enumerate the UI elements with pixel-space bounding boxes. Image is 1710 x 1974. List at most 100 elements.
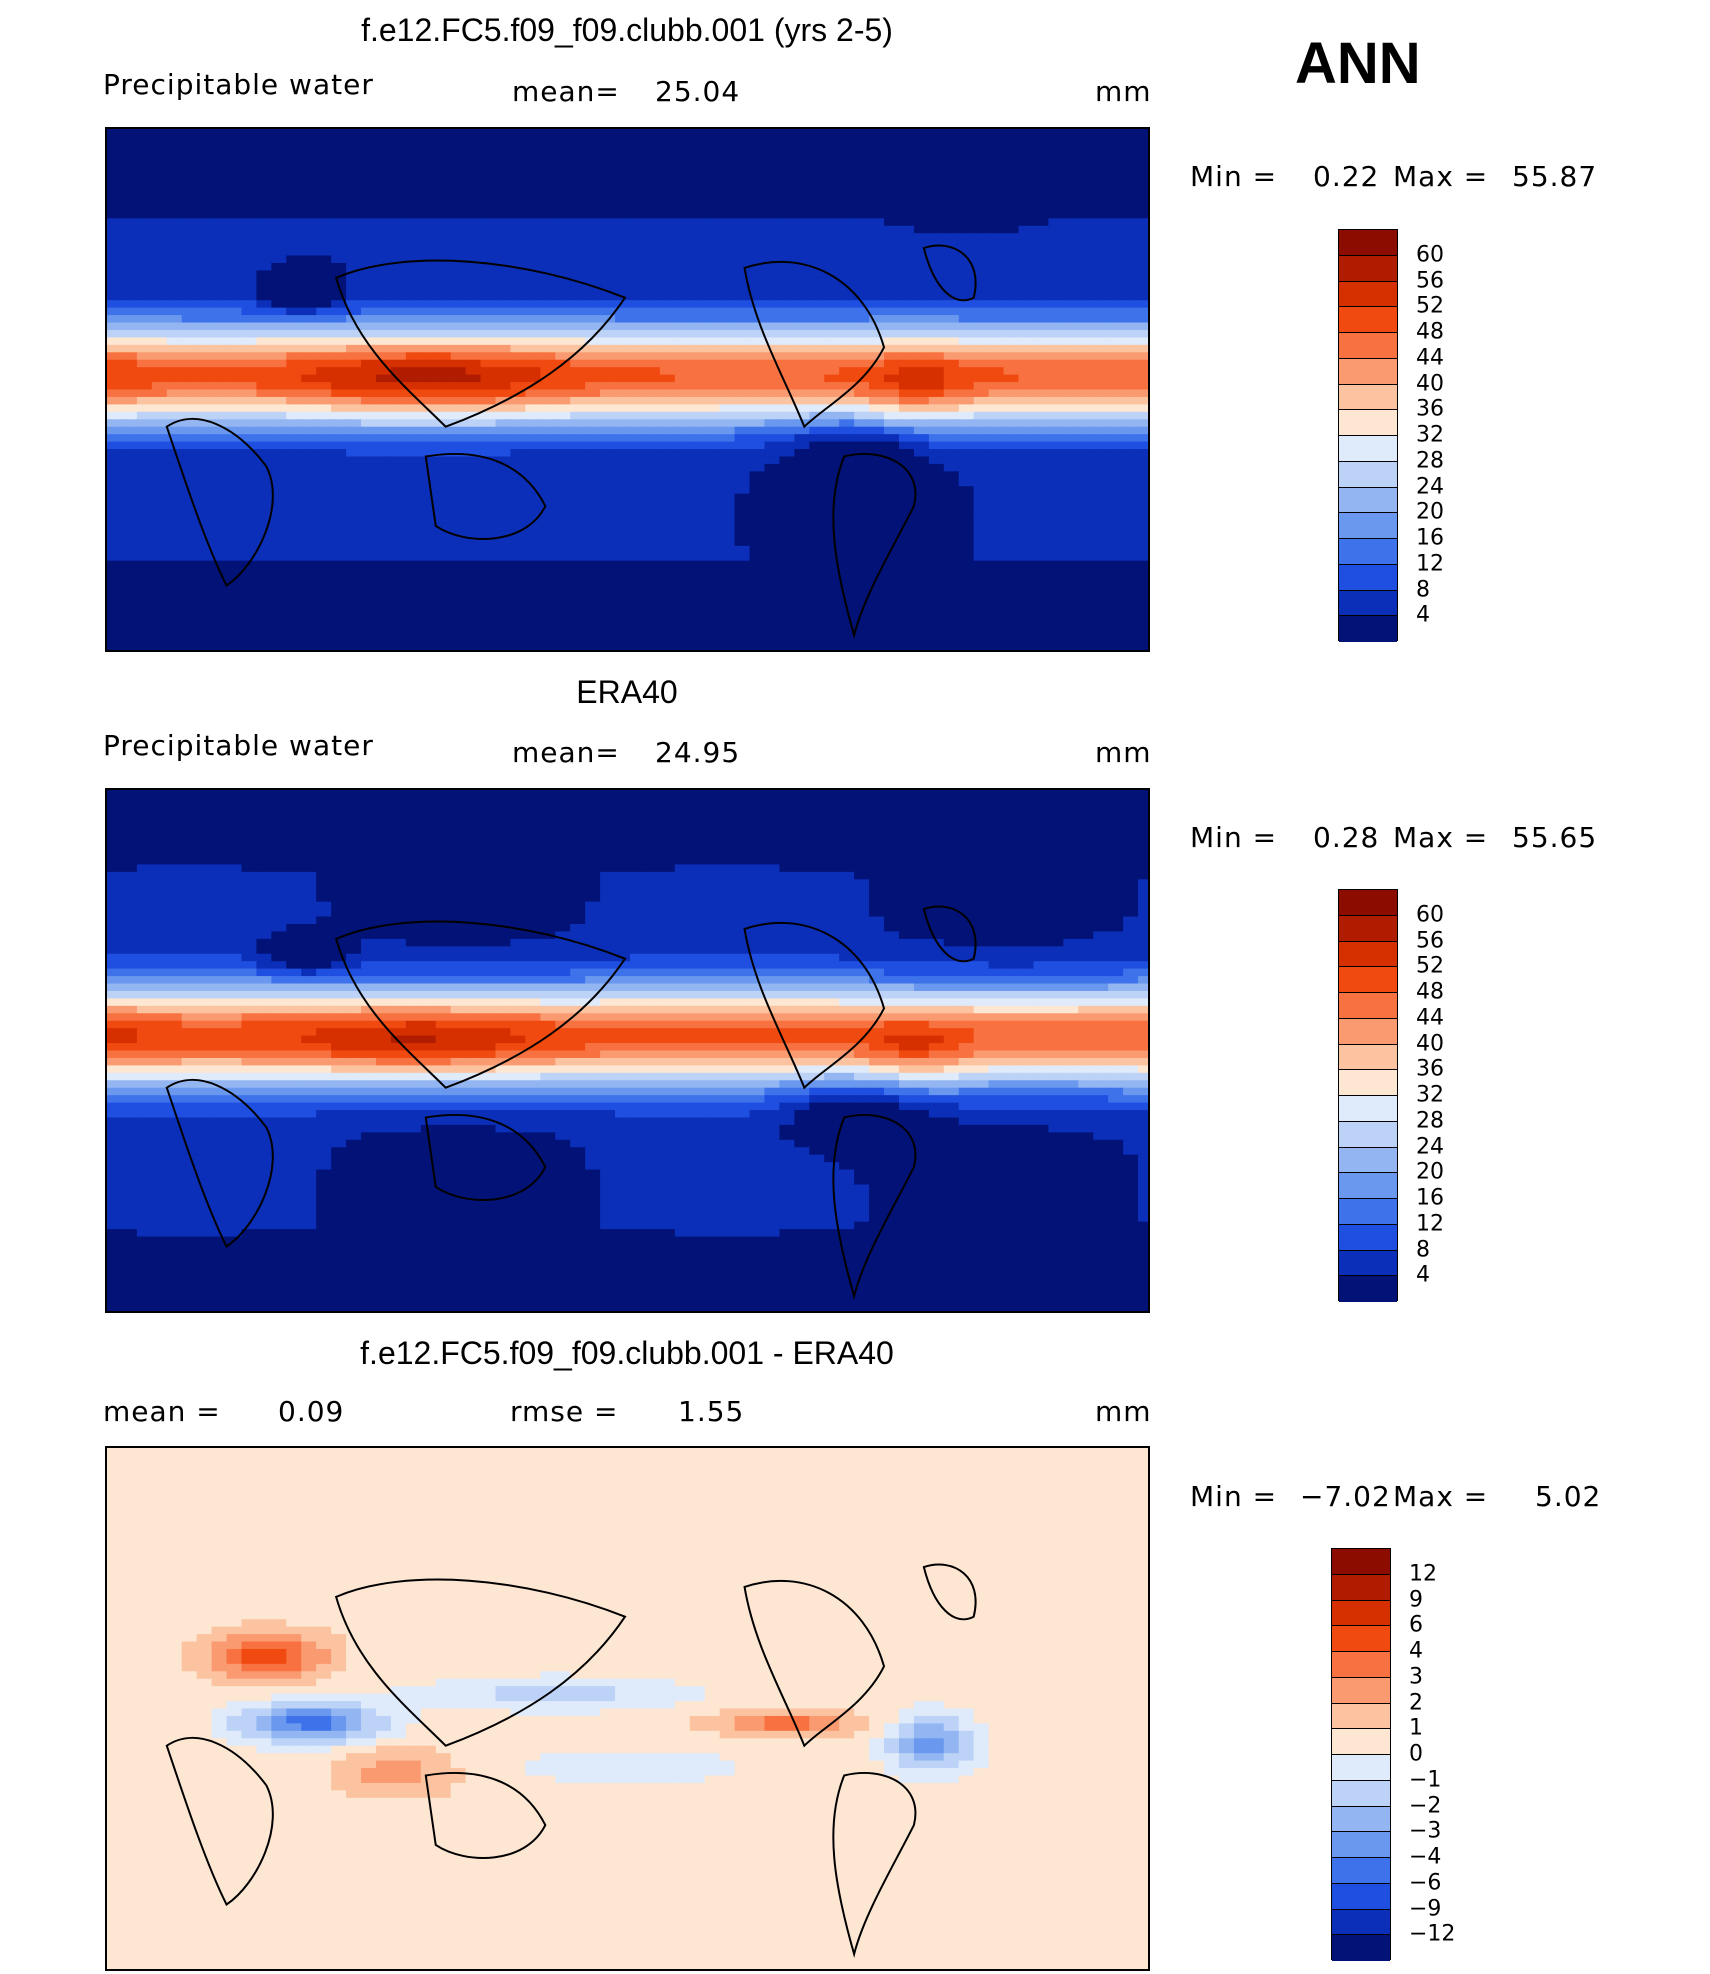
contour-field (107, 790, 1148, 1311)
panel-1-colorbar (1338, 229, 1398, 642)
coastline (334, 259, 627, 428)
colorbar-segment (1339, 890, 1397, 916)
panel-2-units: mm (1095, 736, 1152, 769)
colorbar-tick-label: 60 (1416, 242, 1444, 268)
colorbar-segment (1339, 410, 1397, 436)
panel-2-min-label: Min = (1190, 821, 1278, 854)
colorbar-tick-label: 6 (1409, 1612, 1423, 1638)
panel-1-max-value: 55.87 (1512, 160, 1598, 193)
colorbar-tick-label: 40 (1416, 1031, 1444, 1056)
panel-1-mean-label: mean= (512, 75, 620, 108)
colorbar-segment (1339, 1044, 1397, 1071)
colorbar-tick-label: 48 (1416, 319, 1444, 345)
colorbar-segment (1339, 1224, 1397, 1251)
colorbar-segment (1332, 1703, 1390, 1730)
panel-2-max-label: Max = (1393, 821, 1489, 854)
panel-2-max-value: 55.65 (1512, 821, 1598, 854)
colorbar-segment (1339, 993, 1397, 1019)
coastline (743, 260, 886, 429)
contour-field (107, 1448, 1148, 1969)
colorbar-tick-label: 44 (1416, 1005, 1444, 1031)
colorbar-segment (1339, 281, 1397, 308)
colorbar-segment (1339, 564, 1397, 591)
colorbar-segment (1339, 1018, 1397, 1045)
colorbar-tick-label: 48 (1416, 979, 1444, 1005)
colorbar-tick-label: 36 (1416, 396, 1444, 422)
colorbar-segment (1332, 1935, 1390, 1961)
colorbar-tick-label: 2 (1409, 1690, 1423, 1715)
panel-3-mean-value: 0.09 (278, 1395, 345, 1428)
panel-1-max-label: Max = (1393, 160, 1489, 193)
coastline (832, 452, 917, 639)
colorbar-segment (1339, 1147, 1397, 1174)
colorbar-tick-label: −4 (1409, 1844, 1442, 1870)
colorbar-tick-label: 56 (1416, 268, 1444, 293)
colorbar-segment (1339, 616, 1397, 642)
coastline (743, 1579, 886, 1748)
colorbar-segment (1339, 1096, 1397, 1122)
colorbar-tick-label: 56 (1416, 928, 1444, 953)
colorbar-tick-label: 20 (1416, 1159, 1444, 1185)
coastline (743, 921, 886, 1090)
colorbar-segment (1339, 255, 1397, 282)
coastline (832, 1113, 917, 1300)
panel-3-rmse-value: 1.55 (678, 1395, 745, 1428)
colorbar-tick-label: 1 (1409, 1715, 1423, 1741)
colorbar-segment (1339, 1250, 1397, 1277)
panel-3-colorbar (1331, 1548, 1391, 1961)
colorbar-tick-label: 12 (1416, 1211, 1444, 1237)
colorbar-segment (1339, 967, 1397, 993)
coastline (922, 1563, 977, 1621)
colorbar-tick-label: 8 (1416, 1237, 1430, 1262)
colorbar-tick-label: 60 (1416, 902, 1444, 928)
colorbar-segment (1339, 333, 1397, 359)
colorbar-tick-label: 12 (1409, 1561, 1437, 1587)
colorbar-segment (1339, 230, 1397, 256)
colorbar-tick-label: −2 (1409, 1793, 1442, 1818)
panel-1-mean-value: 25.04 (655, 75, 741, 108)
season-label: ANN (1295, 31, 1421, 96)
panel-2-colorbar (1338, 889, 1398, 1302)
coastline (922, 244, 977, 302)
colorbar-tick-label: 52 (1416, 293, 1444, 319)
colorbar-tick-label: 16 (1416, 1185, 1444, 1211)
colorbar-segment (1332, 1626, 1390, 1652)
colorbar-segment (1332, 1677, 1390, 1704)
colorbar-tick-label: 8 (1416, 577, 1430, 602)
panel-2-title: ERA40 (576, 674, 678, 710)
panel-3-mean-label: mean = (103, 1395, 221, 1428)
colorbar-segment (1339, 539, 1397, 565)
colorbar-segment (1339, 941, 1397, 968)
colorbar-segment (1332, 1858, 1390, 1884)
colorbar-segment (1339, 1121, 1397, 1148)
colorbar-tick-label: 28 (1416, 1108, 1444, 1134)
colorbar-segment (1339, 384, 1397, 411)
colorbar-tick-label: 32 (1416, 1082, 1444, 1108)
coastline (424, 1113, 547, 1201)
colorbar-segment (1332, 1574, 1390, 1601)
panel-2-map (105, 788, 1150, 1313)
colorbar-segment (1332, 1832, 1390, 1858)
colorbar-tick-label: 52 (1416, 953, 1444, 979)
panel-1-min-label: Min = (1190, 160, 1278, 193)
colorbar-segment (1332, 1549, 1390, 1575)
colorbar-segment (1339, 436, 1397, 462)
colorbar-tick-label: 44 (1416, 345, 1444, 371)
panel-3-map (105, 1446, 1150, 1971)
panel-1-map (105, 127, 1150, 652)
colorbar-segment (1332, 1755, 1390, 1781)
colorbar-tick-label: 3 (1409, 1664, 1423, 1690)
panel-1-min-value: 0.22 (1313, 160, 1380, 193)
coastline (832, 1771, 917, 1958)
colorbar-segment (1339, 358, 1397, 385)
panel-3-min-label: Min = (1190, 1480, 1278, 1513)
colorbar-tick-label: 32 (1416, 422, 1444, 448)
panel-2-variable-label: Precipitable water (103, 729, 374, 762)
coastline (334, 920, 627, 1089)
colorbar-tick-label: −3 (1409, 1818, 1442, 1844)
colorbar-tick-label: 12 (1416, 551, 1444, 577)
panel-3-units: mm (1095, 1395, 1152, 1428)
colorbar-tick-label: 16 (1416, 525, 1444, 551)
colorbar-segment (1339, 915, 1397, 942)
colorbar-segment (1339, 513, 1397, 539)
